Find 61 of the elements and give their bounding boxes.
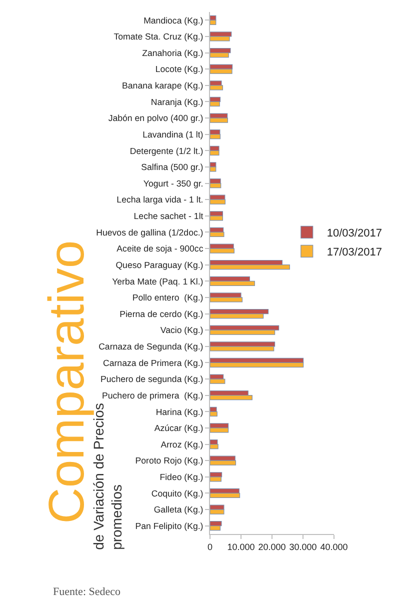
y-tick-label: Carnaza de Primera (Kg.) (103, 358, 204, 368)
bar (210, 150, 220, 156)
bar (210, 178, 221, 184)
source-note: Fuente: Sedeco (53, 586, 122, 596)
y-tick-label: Yerba Mate (Paq. 1 Kl.) (112, 276, 204, 286)
y-tick-label: Vacio (Kg.) (160, 325, 204, 336)
y-tick-label: Lavandina (1 lt) (142, 129, 204, 140)
y-tick-label: Puchero de primera (Kg.) (102, 390, 204, 400)
bar (210, 232, 224, 237)
bar (210, 80, 222, 86)
bar (210, 492, 240, 498)
y-tick-label: Galleta (Kg.) (154, 504, 204, 515)
y-tick-label: Poroto Rojo (Kg.) (135, 456, 204, 466)
y-tick-label: Leche sachet - 1lt (134, 210, 204, 221)
y-tick-label: Salfina (500 gr.) (141, 162, 204, 172)
bar (210, 362, 304, 368)
text: Comparativo (38, 240, 95, 524)
y-tick-label: Queso Paraguay (Kg.) (116, 260, 204, 270)
x-tick-label: 20.000 (258, 542, 286, 552)
y-tick-label: Zanahoria (Kg.) (142, 48, 204, 58)
y-tick-label: Azúcar (Kg.) (154, 423, 204, 434)
y-tick-label: Jabón en polvo (400 gr.) (108, 113, 204, 124)
y-tick-label: Yogurt - 350 gr. (143, 178, 204, 188)
y-tick-label: Huevos de gallina (1/2doc.) (96, 227, 204, 238)
x-tick-label: 40.000 (320, 542, 348, 552)
y-tick-label: Coquito (Kg.) (151, 488, 204, 498)
bar (210, 199, 226, 204)
x-tick-label: 0 (207, 542, 213, 552)
y-tick-label: Detergente (1/2 lt.) (130, 146, 204, 156)
y-tick-label: Pierna de cerdo (Kg.) (120, 308, 204, 319)
y-tick-label: Aceite de soja - 900cc (116, 244, 204, 254)
bar (210, 460, 236, 466)
bar (210, 444, 218, 450)
bar (210, 440, 218, 445)
bar (210, 52, 229, 58)
bar (210, 182, 222, 188)
y-tick-label: Pollo entero (Kg.) (132, 292, 204, 303)
y-tick-label: Mandioca (Kg.) (144, 15, 204, 26)
y-tick-label: Pan Felipito (Kg.) (135, 520, 204, 531)
y-tick-label: Harina (Kg.) (156, 406, 204, 417)
x-tick-label: 10.000 (227, 542, 255, 552)
bar (210, 280, 255, 286)
legend-label: 17/03/2017 (326, 246, 382, 258)
y-tick-label: Fideo (Kg.) (160, 472, 204, 482)
y-tick-label: Puchero de segunda (Kg.) (100, 374, 204, 384)
y-tick-label: Banana karape (Kg.) (122, 80, 204, 90)
legend-label: 10/03/2017 (326, 227, 382, 240)
bar (210, 48, 231, 54)
y-tick-label: Carnaza de Segunda (Kg.) (98, 341, 204, 352)
bar (210, 330, 276, 335)
y-tick-label: Arroz (Kg.) (160, 439, 204, 450)
y-tick-label: Lecha larga vida - 1 lt. (116, 194, 204, 205)
y-tick-label: Tomate Sta. Cruz (Kg.) (114, 32, 204, 42)
y-tick-label: Naranja (Kg.) (150, 96, 204, 107)
bar (210, 521, 222, 526)
x-tick-label: 30.000 (289, 542, 317, 552)
bar (210, 20, 216, 25)
y-tick-label: Locote (Kg.) (155, 64, 204, 74)
bar (210, 101, 220, 106)
bar (210, 68, 232, 74)
bar (210, 411, 218, 416)
